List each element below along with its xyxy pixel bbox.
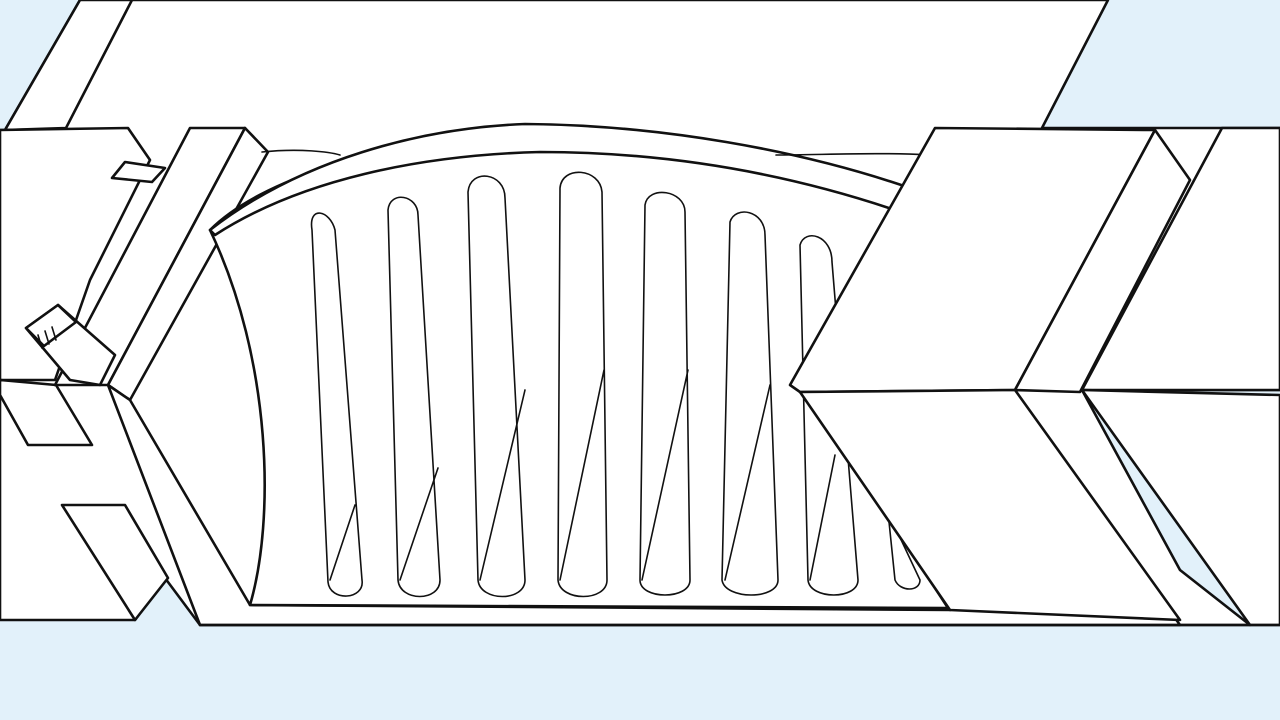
left-foot-block bbox=[60, 503, 170, 622]
housing-clip bbox=[110, 160, 167, 184]
right-shoulder-side bbox=[1013, 128, 1192, 394]
filter-cartridge bbox=[208, 122, 950, 610]
left-bracket-upper bbox=[0, 126, 152, 382]
electrical-connector bbox=[24, 303, 117, 387]
right-end-cap bbox=[1080, 126, 1280, 392]
filter-pleats bbox=[310, 171, 921, 598]
left-bracket-lower bbox=[0, 378, 94, 447]
right-lower-wedge bbox=[798, 388, 1182, 622]
right-lower-end bbox=[1080, 388, 1280, 627]
